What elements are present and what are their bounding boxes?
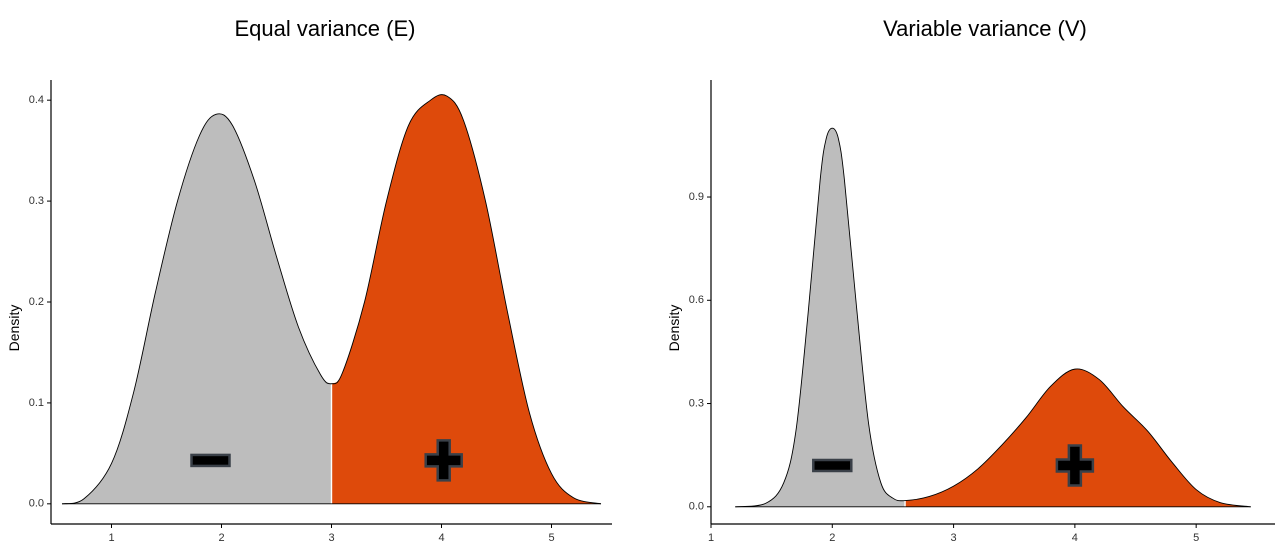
y-tick-label: 0.9 xyxy=(689,191,704,203)
y-tick-label: 0.0 xyxy=(29,498,44,510)
plus-icon xyxy=(1055,444,1095,487)
negative-area xyxy=(62,113,332,504)
y-axis-label: Density xyxy=(666,305,682,352)
x-tick-label: 1 xyxy=(708,532,714,544)
minus-icon xyxy=(812,458,853,473)
y-tick-label: 0.4 xyxy=(29,94,44,106)
x-tick-label: 1 xyxy=(108,532,114,544)
x-tick-label: 2 xyxy=(218,532,224,544)
chart-panel-1: Equal variance (E) Density 0.0 0.1 0.2 0.3 0.4… xyxy=(6,16,612,544)
y-tick-label: 0.0 xyxy=(689,501,704,513)
y-tick-label: 0.1 xyxy=(29,397,44,409)
x-tick-label: 3 xyxy=(951,532,957,544)
x-tick-label: 4 xyxy=(1072,532,1078,544)
y-tick-label: 0.2 xyxy=(29,296,44,308)
density-curve xyxy=(61,94,602,505)
y-axis-label: Density xyxy=(6,305,22,352)
x-tick-label: 5 xyxy=(548,532,554,544)
positive-area xyxy=(905,368,1251,507)
chart-panel-2: Variable variance (V) Density 0.0 0.3 0.6 0.9… xyxy=(666,16,1275,544)
minus-icon xyxy=(190,453,231,468)
chart-title: Equal variance (E) xyxy=(235,16,416,41)
x-tick-label: 4 xyxy=(438,532,444,544)
x-tick-label: 3 xyxy=(328,532,334,544)
negative-area xyxy=(735,128,906,507)
y-tick-label: 0.3 xyxy=(689,397,704,409)
x-tick-label: 5 xyxy=(1193,532,1199,544)
y-tick-label: 0.3 xyxy=(29,195,44,207)
y-tick-label: 0.6 xyxy=(689,294,704,306)
positive-area xyxy=(331,94,601,504)
chart-title: Variable variance (V) xyxy=(883,16,1087,41)
density-curve xyxy=(735,127,1251,508)
plus-icon xyxy=(424,439,463,482)
x-tick-label: 2 xyxy=(829,532,835,544)
